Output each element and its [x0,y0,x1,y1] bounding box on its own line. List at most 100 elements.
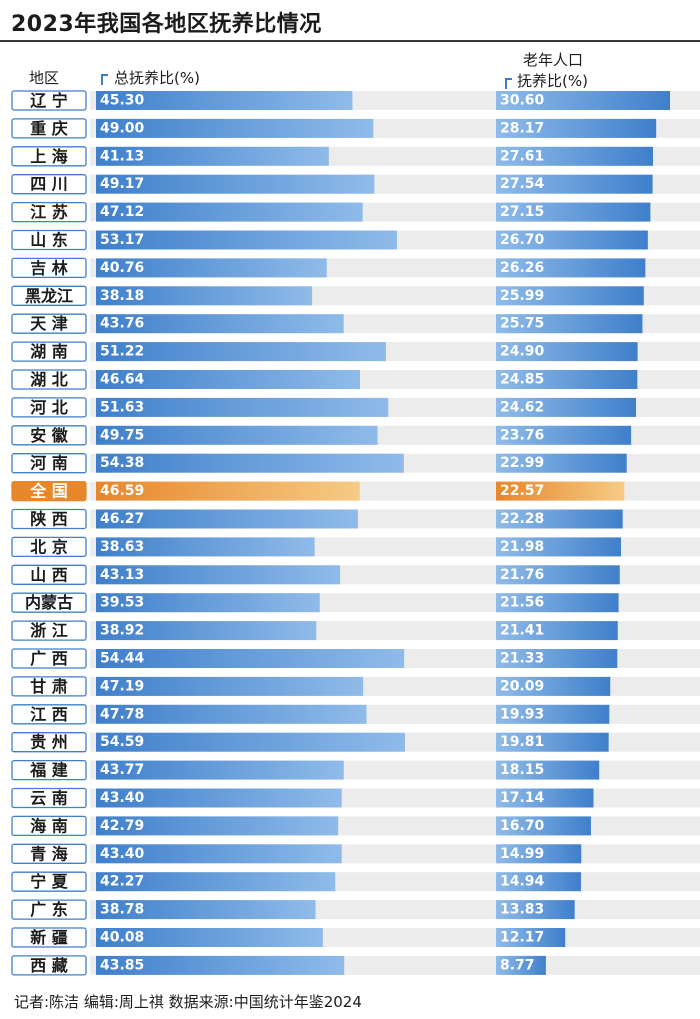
region-label-box [11,146,87,167]
total-ratio-value: 46.59 [100,483,144,499]
region-label-box [11,759,87,781]
total-ratio-value: 46.64 [100,372,145,388]
region-label-box [11,313,87,334]
elderly-ratio-value: 14.99 [500,846,544,862]
elderly-ratio-value: 24.90 [500,344,545,360]
total-ratio-bar [96,537,315,557]
total-ratio-value: 47.19 [100,678,144,694]
total-ratio-bar [96,342,386,362]
region-label: 四 川 [30,175,68,194]
total-ratio-value: 43.40 [100,790,145,806]
total-ratio-bar [96,621,317,641]
elderly-ratio-value: 19.81 [500,734,544,750]
elderly-ratio-bar [496,565,620,585]
region-label-box [11,201,87,223]
total-ratio-bar [96,676,364,696]
region-label: 重 庆 [30,119,68,138]
region-label-box [11,648,87,669]
total-ratio-bar [96,593,320,613]
total-ratio-bar [96,872,336,892]
region-label: 黑龙江 [25,286,73,305]
total-ratio-bar [96,509,358,529]
elderly-ratio-bar [496,286,644,306]
elderly-ratio-value: 8.77 [500,957,535,973]
region-label-box [11,564,87,585]
elderly-ratio-bar [496,928,566,947]
total-ratio-bar [96,453,404,473]
total-ratio-bar [96,816,339,836]
region-label-box [11,425,87,446]
elderly-ratio-bar [496,230,648,250]
elderly-ratio-value: 28.17 [500,120,544,136]
elderly-ratio-value: 25.75 [500,316,544,332]
elderly-ratio-bar [496,453,627,473]
region-label-box [11,871,87,892]
elderly-ratio-value: 22.57 [500,483,544,499]
total-ratio-bar [96,565,341,585]
elderly-ratio-value: 24.62 [500,399,544,415]
elderly-ratio-bar [496,509,623,529]
total-ratio-value: 43.40 [100,846,145,862]
elderly-ratio-value: 26.26 [500,260,544,276]
region-label-box [11,257,87,279]
total-ratio-bar [96,258,327,278]
elderly-ratio-value: 16.70 [500,818,545,834]
total-ratio-bar [96,955,345,975]
total-ratio-value: 49.17 [100,176,144,192]
elderly-ratio-value: 27.61 [500,148,544,164]
region-label: 陕 西 [30,510,68,529]
total-ratio-bar [96,202,363,222]
elderly-ratio-bar [496,314,643,334]
region-label: 海 南 [30,816,68,835]
elderly-ratio-value: 12.17 [500,930,544,946]
elderly-ratio-bar [496,370,638,389]
region-label-box [11,927,87,948]
total-ratio-value: 51.63 [100,399,144,415]
corner-arrow-icon [505,78,512,89]
region-label: 甘 肃 [30,677,68,696]
total-ratio-bar [96,286,313,306]
total-ratio-value: 43.13 [100,567,144,583]
total-ratio-value: 38.18 [100,288,144,304]
region-label: 云 南 [30,789,68,808]
elderly-ratio-value: 21.98 [500,539,544,555]
region-label: 北 京 [30,537,68,556]
region-label: 青 海 [30,844,68,863]
elderly-ratio-bar [496,593,619,613]
total-ratio-bar [96,370,360,389]
elderly-ratio-bar [496,955,546,975]
total-ratio-bar [96,760,344,780]
elderly-ratio-bar [496,481,625,501]
total-ratio-value: 49.75 [100,427,144,443]
elderly-ratio-bar [496,704,610,724]
region-label: 辽 宁 [30,91,68,110]
elderly-ratio-value: 21.33 [500,651,544,667]
region-label-box [11,815,87,837]
elderly-ratio-value: 19.93 [500,706,544,722]
region-label: 广 东 [30,900,68,919]
region-label-box [11,732,87,753]
region-label: 河 北 [30,398,68,417]
corner-arrow-icon [101,74,108,85]
elderly-ratio-value: 22.99 [500,455,544,471]
elderly-ratio-value: 27.15 [500,204,544,220]
elderly-ratio-header-line2: 抚养比(%) [517,72,588,90]
region-label: 福 建 [29,761,68,780]
region-label: 贵 州 [30,733,68,752]
region-label-box [11,787,87,809]
elderly-ratio-value: 14.94 [500,874,545,890]
total-ratio-bar [96,900,316,920]
total-ratio-value: 54.38 [100,455,144,471]
region-label: 宁 夏 [30,872,69,891]
total-ratio-value: 53.17 [100,232,144,248]
elderly-ratio-bar [496,425,632,445]
elderly-ratio-bar [496,760,600,780]
region-label-box [11,229,87,251]
region-label: 浙 江 [30,621,68,640]
region-label: 山 东 [30,231,68,250]
elderly-ratio-bar [496,621,618,641]
total-ratio-value: 38.63 [100,539,144,555]
total-ratio-bar [96,928,323,947]
total-ratio-bar [96,481,360,501]
